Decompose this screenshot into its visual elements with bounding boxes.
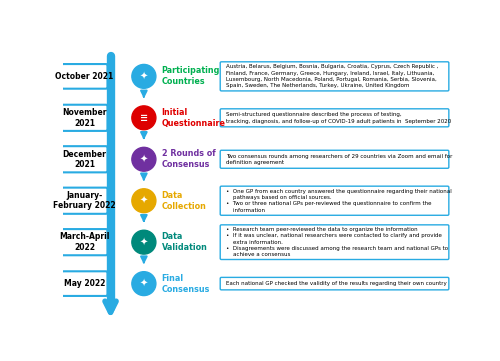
FancyBboxPatch shape [220,225,449,260]
Text: ✦: ✦ [140,237,148,247]
FancyBboxPatch shape [62,188,108,214]
Circle shape [132,64,156,88]
FancyBboxPatch shape [220,109,449,127]
FancyBboxPatch shape [62,271,108,296]
Text: January-
February 2022: January- February 2022 [54,191,116,210]
Text: •  Research team peer-reviewed the data to organize the information
•  If it was: • Research team peer-reviewed the data t… [226,227,448,257]
Text: Data
Collection: Data Collection [162,191,206,211]
FancyBboxPatch shape [220,62,449,91]
Text: Each national GP checked the validity of the results regarding their own country: Each national GP checked the validity of… [226,281,447,286]
Text: ✦: ✦ [140,154,148,164]
Text: ✦: ✦ [140,196,148,206]
FancyBboxPatch shape [220,277,449,290]
FancyBboxPatch shape [62,64,108,89]
Circle shape [132,189,156,213]
Text: December
2021: December 2021 [62,149,106,169]
Text: ✦: ✦ [140,279,148,289]
FancyBboxPatch shape [62,105,108,131]
Circle shape [132,230,156,254]
Text: March-April
2022: March-April 2022 [60,232,110,252]
Text: Participating
Countries: Participating Countries [162,66,220,86]
Text: Semi-structured questionnaire described the process of testing,
tracking, diagno: Semi-structured questionnaire described … [226,112,452,123]
FancyBboxPatch shape [62,146,108,172]
Text: Final
Consensus: Final Consensus [162,274,210,294]
Text: November
2021: November 2021 [62,108,107,127]
Text: May 2022: May 2022 [64,279,106,288]
Text: •  One GP from each country answered the questionnaire regarding their national
: • One GP from each country answered the … [226,188,452,213]
FancyBboxPatch shape [62,229,108,255]
Text: 2 Rounds of
Consensus: 2 Rounds of Consensus [162,149,216,169]
Text: Two consensus rounds among researchers of 29 countries via Zoom and email for
de: Two consensus rounds among researchers o… [226,153,452,165]
Text: Data
Validation: Data Validation [162,232,208,252]
FancyBboxPatch shape [220,186,449,215]
Text: October 2021: October 2021 [56,72,114,81]
Circle shape [132,106,156,130]
Text: Austria, Belarus, Belgium, Bosnia, Bulgaria, Croatia, Cyprus, Czech Republic ,
F: Austria, Belarus, Belgium, Bosnia, Bulga… [226,64,438,88]
Text: ✦: ✦ [140,71,148,81]
Circle shape [132,147,156,171]
Text: ≡: ≡ [140,113,148,123]
Text: Initial
Questionnaire: Initial Questionnaire [162,108,226,128]
Circle shape [132,272,156,296]
FancyBboxPatch shape [220,150,449,168]
